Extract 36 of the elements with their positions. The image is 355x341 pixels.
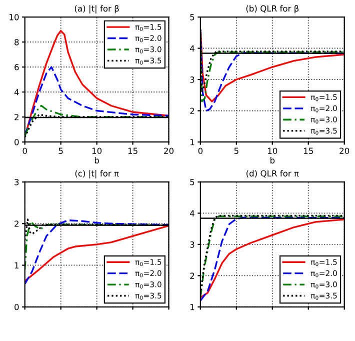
y-tick-label: 2 <box>14 114 18 120</box>
x-tick-label: 15 <box>128 148 138 154</box>
y-tick-label: 10 <box>10 14 19 20</box>
chart-title: (c) |t| for π <box>75 170 119 178</box>
x-axis-title: b <box>94 156 99 164</box>
y-tick-label: 3 <box>14 178 19 186</box>
y-tick-label: 0 <box>14 138 19 146</box>
y-tick-label: 4 <box>190 45 194 52</box>
x-tick-label: 10 <box>92 148 102 154</box>
y-tick-label: 4 <box>14 89 19 96</box>
y-tick-label: 4 <box>190 210 194 216</box>
x-tick-label: 20 <box>164 148 174 154</box>
chart-title: (d) QLR for π <box>246 170 299 178</box>
y-tick-label: 3 <box>190 241 194 248</box>
chart-title: (a) |t| for β <box>74 5 119 14</box>
x-axis-title: b <box>270 156 275 164</box>
chart-title: (b) QLR for β <box>246 5 299 14</box>
x-tick-label: 0 <box>22 148 27 154</box>
y-tick-label: 3 <box>190 76 194 83</box>
x-tick-label: 15 <box>304 148 313 154</box>
x-tick-label: 5 <box>58 148 63 154</box>
x-tick-label: 20 <box>340 148 350 154</box>
y-tick-label: 1 <box>190 139 194 146</box>
y-tick-label: 6 <box>14 64 19 70</box>
y-tick-label: 2 <box>14 220 18 227</box>
y-tick-label: 5 <box>190 14 194 20</box>
y-tick-label: 1 <box>14 262 19 268</box>
x-tick-label: 5 <box>234 148 238 154</box>
y-tick-label: 1 <box>190 304 194 310</box>
y-tick-label: 5 <box>190 179 194 186</box>
y-tick-label: 2 <box>190 108 194 114</box>
x-tick-label: 0 <box>198 148 203 154</box>
x-tick-label: 10 <box>268 148 278 154</box>
y-tick-label: 0 <box>14 304 19 310</box>
y-tick-label: 2 <box>190 272 194 279</box>
y-tick-label: 8 <box>14 39 19 46</box>
